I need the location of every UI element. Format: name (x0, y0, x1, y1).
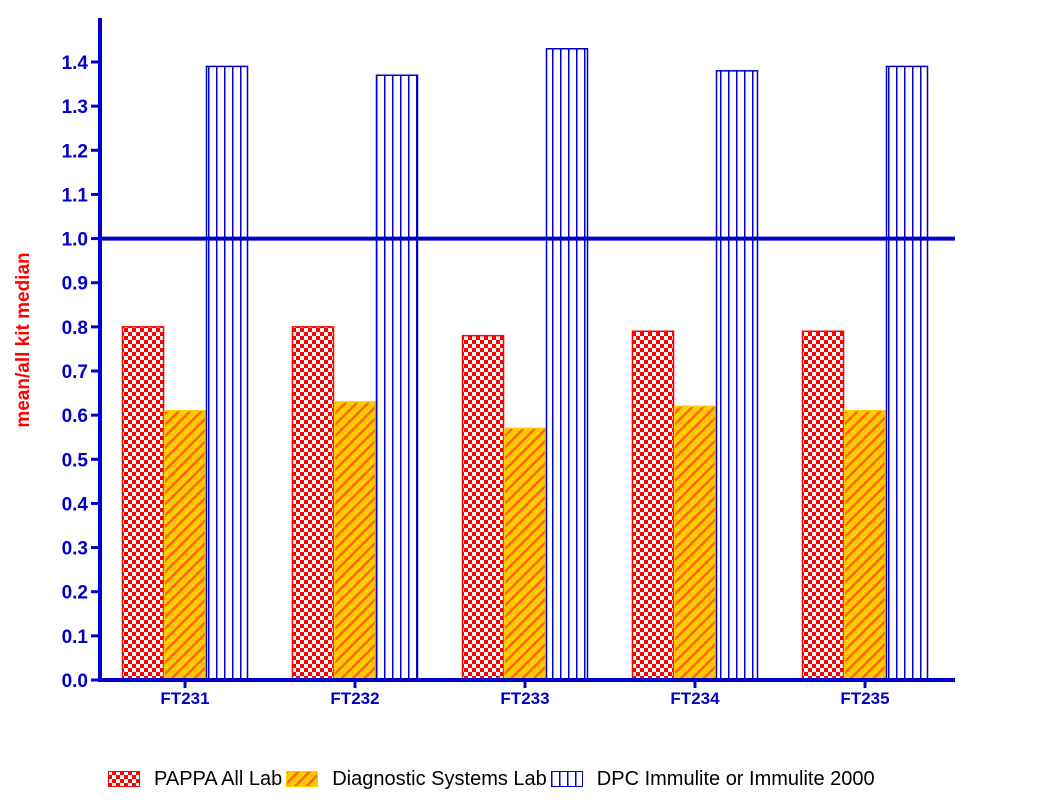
x-tick-label-ft235: FT235 (840, 689, 889, 708)
x-tick-label-ft233: FT233 (500, 689, 549, 708)
legend-swatch-checker (108, 771, 140, 787)
bar-checker-ft232 (291, 326, 335, 681)
y-tick-label: 0.8 (62, 318, 88, 339)
bar-vertical-ft235 (885, 65, 929, 681)
legend: PAPPA All Lab Diagnostic Systems Lab DPC… (108, 765, 879, 793)
bar-vertical-ft234 (715, 70, 759, 681)
y-tick-label: 1.2 (62, 141, 88, 162)
y-tick-label: 0.9 (62, 274, 88, 295)
y-tick-label: 0.2 (62, 583, 88, 604)
y-tick-label: 1.4 (62, 53, 89, 74)
y-tick-label: 0.4 (62, 494, 89, 515)
y-tick-label: 0.7 (62, 362, 88, 383)
bar-diagonal-ft234 (673, 405, 717, 681)
y-tick-label: 0.3 (62, 539, 88, 560)
legend-label: PAPPA All Lab (154, 767, 283, 790)
bar-diagonal-ft233 (503, 427, 547, 681)
legend-label: DPC Immulite or Immulite 2000 (596, 767, 875, 790)
legend-swatch-diagonal (286, 771, 319, 787)
y-tick-label: 0.1 (62, 627, 89, 648)
x-tick-label-ft234: FT234 (670, 689, 720, 708)
y-axis-title-wrap: mean/all kit median (4, 60, 44, 620)
y-tick-label: 1.0 (62, 230, 88, 251)
legend-item-dpc-immulite: DPC Immulite or Immulite 2000 (550, 767, 879, 791)
bar-diagonal-ft235 (843, 409, 887, 681)
y-tick-label: 0.0 (62, 671, 88, 692)
bar-vertical-ft231 (205, 65, 249, 681)
legend-label: Diagnostic Systems Lab (332, 767, 547, 790)
bar-vertical-ft233 (545, 48, 589, 681)
y-tick-label: 0.6 (62, 406, 88, 427)
y-axis-title: mean/all kit median (13, 252, 34, 428)
y-tick-label: 1.1 (62, 185, 89, 206)
bar-checker-ft235 (801, 330, 845, 681)
legend-item-pappa-all-lab: PAPPA All Lab (108, 768, 286, 791)
legend-item-diagnostic-systems-lab: Diagnostic Systems Lab (286, 768, 551, 791)
legend-swatch-vertical (550, 771, 583, 787)
bar-diagonal-ft231 (163, 409, 207, 681)
bar-diagonal-ft232 (333, 401, 377, 681)
bar-checker-ft233 (461, 334, 505, 681)
x-tick-label-ft232: FT232 (330, 689, 379, 708)
y-tick-label: 0.5 (62, 450, 89, 471)
bar-vertical-ft232 (375, 74, 419, 681)
bar-checker-ft234 (631, 330, 675, 681)
bar-checker-ft231 (121, 326, 165, 681)
x-tick-label-ft231: FT231 (160, 689, 209, 708)
y-tick-label: 1.3 (62, 97, 88, 118)
